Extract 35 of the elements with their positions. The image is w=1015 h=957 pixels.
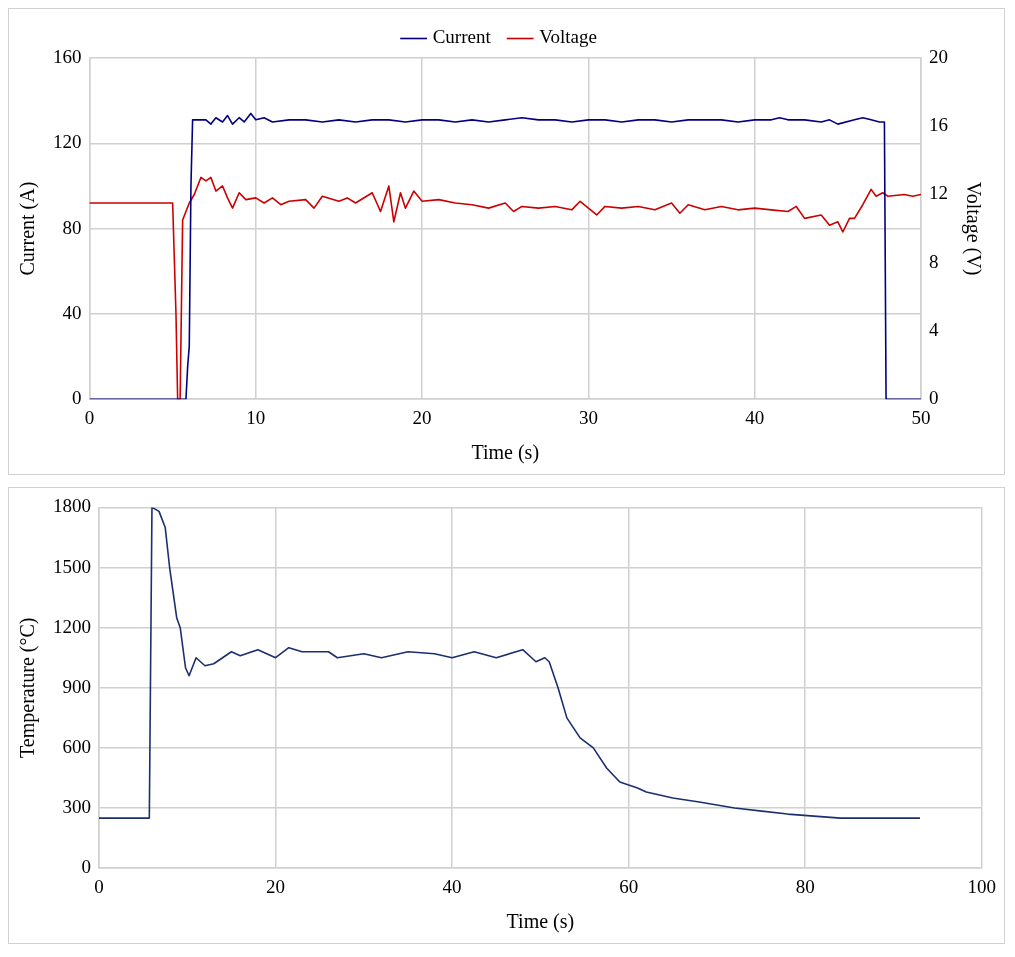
- x-tick-label: 80: [795, 875, 815, 897]
- y-tick-label: 160: [53, 45, 82, 67]
- x-tick-label: 10: [246, 406, 266, 428]
- x-tick-label: 20: [266, 875, 286, 897]
- y-tick-label: 600: [62, 735, 91, 757]
- y2-tick-label: 16: [929, 114, 948, 136]
- x-tick-label: 50: [911, 406, 931, 428]
- x-tick-label: 60: [619, 875, 639, 897]
- x-tick-label: 20: [412, 406, 432, 428]
- y-tick-label: 0: [72, 387, 82, 409]
- y2-tick-label: 4: [929, 318, 939, 340]
- x-tick-label: 30: [578, 406, 598, 428]
- x-tick-label: 40: [442, 875, 462, 897]
- y-tick-label: 1500: [53, 555, 91, 577]
- x-tick-label: 100: [967, 875, 996, 897]
- y2-tick-label: 12: [929, 182, 948, 204]
- y-tick-label: 120: [53, 131, 82, 153]
- x-tick-label: 40: [745, 406, 765, 428]
- y2-tick-label: 20: [929, 45, 948, 67]
- y-axis-title: Temperature (°C): [16, 617, 40, 759]
- y2-axis-title: Voltage (V): [961, 181, 985, 276]
- y-tick-label: 300: [62, 796, 91, 818]
- y-tick-label: 0: [81, 856, 91, 878]
- y2-tick-label: 0: [929, 387, 939, 409]
- y-tick-label: 1200: [53, 615, 91, 637]
- y-tick-label: 1800: [53, 495, 91, 517]
- x-axis-title: Time (s): [471, 441, 540, 465]
- y2-tick-label: 8: [929, 250, 939, 272]
- y-tick-label: 900: [62, 675, 91, 697]
- y-axis-title: Current (A): [16, 181, 40, 276]
- y-tick-label: 80: [62, 216, 82, 238]
- legend-label: Voltage: [539, 26, 597, 48]
- x-axis-title: Time (s): [506, 910, 575, 934]
- y-tick-label: 40: [62, 301, 82, 323]
- legend-label: Current: [432, 26, 492, 48]
